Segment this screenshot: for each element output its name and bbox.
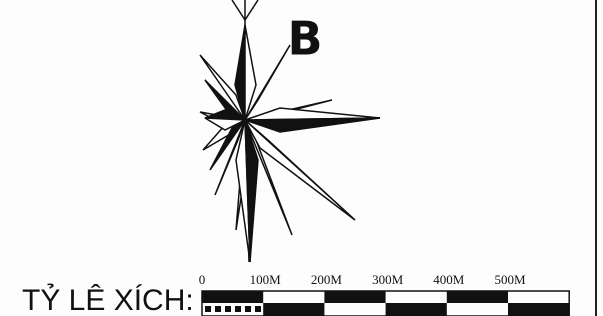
map-figure: B TỶ LÊ XÍCH: 0 100M 200M 300M 400M 500M xyxy=(0,0,603,316)
north-label: B xyxy=(287,12,322,66)
scale-label: 500M xyxy=(494,272,526,287)
scale-subdivision xyxy=(225,306,231,312)
scale-segment xyxy=(324,291,385,303)
scale-label: 300M xyxy=(372,272,404,287)
scale-label: 100M xyxy=(250,272,282,287)
scale-segment xyxy=(263,303,324,316)
scale-subdivision xyxy=(245,306,251,312)
scale-segment xyxy=(447,291,508,303)
scale-label: 200M xyxy=(311,272,343,287)
scale-subdivision xyxy=(255,306,261,312)
scale-subdivision xyxy=(215,306,221,312)
scale-title: TỶ LÊ XÍCH: xyxy=(22,283,194,316)
scale-subdivision xyxy=(235,306,241,312)
scale-segment xyxy=(202,291,263,303)
scale-subdivision xyxy=(205,306,211,312)
scale-label: 400M xyxy=(433,272,465,287)
scale-segment xyxy=(508,303,569,316)
scale-label: 0 xyxy=(199,272,206,287)
scale-segment xyxy=(386,303,447,316)
